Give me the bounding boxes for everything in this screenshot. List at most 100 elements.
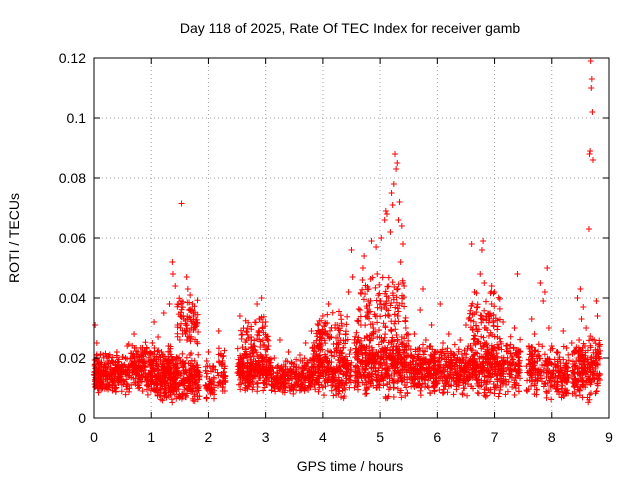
data-point (183, 354, 190, 361)
data-point (545, 325, 552, 331)
data-point (264, 333, 271, 340)
data-point (318, 382, 325, 389)
data-point (511, 392, 518, 399)
y-tick-label: 0.12 (59, 50, 86, 66)
data-point (515, 388, 522, 395)
data-point (400, 241, 406, 247)
data-points (91, 58, 604, 406)
data-point (369, 321, 376, 328)
data-point (327, 334, 334, 341)
data-point (362, 345, 369, 352)
data-point (261, 377, 268, 384)
data-point (119, 353, 126, 360)
data-point (394, 336, 401, 343)
data-point (170, 362, 177, 369)
data-point (149, 373, 156, 380)
data-point (390, 181, 397, 187)
data-point (349, 274, 356, 280)
data-point (391, 283, 398, 290)
data-point (336, 349, 343, 356)
data-point (104, 383, 111, 390)
data-point (131, 331, 138, 337)
data-point (302, 340, 309, 346)
data-point (381, 359, 388, 366)
x-tick-label: 7 (491, 429, 499, 445)
data-point (374, 271, 381, 277)
data-point (589, 109, 596, 115)
data-point (445, 331, 452, 337)
data-point (394, 160, 401, 166)
y-tick-label: 0.02 (59, 350, 86, 366)
data-point (386, 379, 393, 386)
data-point (541, 289, 548, 295)
data-point (255, 329, 262, 336)
data-point (328, 352, 335, 359)
x-tick-label: 2 (205, 429, 213, 445)
x-tick-label: 9 (605, 429, 613, 445)
data-point (151, 319, 158, 325)
data-point (388, 327, 395, 334)
data-point (450, 391, 457, 398)
data-point (293, 367, 300, 374)
data-point (398, 355, 405, 362)
data-point (359, 379, 366, 386)
data-point (402, 317, 409, 324)
data-point (420, 341, 427, 348)
data-point (328, 359, 335, 366)
data-point (384, 311, 391, 318)
data-point (466, 314, 473, 321)
data-point (169, 259, 176, 265)
data-point (139, 350, 146, 357)
data-point (253, 360, 260, 367)
data-point (361, 375, 368, 382)
data-point (92, 371, 99, 378)
data-point (235, 356, 242, 363)
data-point (154, 392, 161, 399)
data-point (186, 379, 193, 386)
data-point (396, 199, 403, 205)
data-point (260, 354, 267, 361)
data-point (295, 378, 302, 385)
data-point (359, 358, 366, 365)
data-point (301, 387, 308, 394)
data-point (182, 367, 189, 374)
data-point (322, 372, 329, 379)
data-point (382, 208, 389, 214)
data-point (190, 366, 197, 373)
data-point (186, 329, 193, 335)
data-point (314, 378, 321, 385)
data-point (243, 329, 250, 336)
data-point (357, 307, 364, 313)
data-point (378, 235, 385, 241)
data-point (437, 301, 444, 307)
data-point (373, 244, 380, 250)
data-point (114, 359, 121, 366)
data-point (282, 382, 289, 389)
data-point (246, 350, 253, 357)
data-point (275, 386, 282, 393)
data-point (315, 322, 322, 329)
data-point (136, 371, 143, 378)
data-point (168, 396, 175, 403)
data-point (293, 387, 300, 394)
x-tick-label: 1 (147, 429, 155, 445)
data-point (588, 85, 595, 91)
data-point (494, 326, 501, 333)
data-point (324, 358, 331, 365)
data-point (393, 343, 400, 350)
data-point (179, 304, 186, 311)
data-point (367, 297, 374, 304)
data-point (253, 379, 260, 386)
data-point (365, 315, 372, 322)
data-point (380, 354, 387, 361)
data-point (589, 157, 596, 163)
data-point (362, 365, 369, 372)
data-point (178, 200, 185, 207)
data-point (422, 337, 429, 343)
data-point (588, 76, 595, 82)
data-point (166, 384, 173, 391)
data-point (262, 351, 269, 358)
data-point (390, 380, 397, 387)
data-point (241, 371, 248, 378)
